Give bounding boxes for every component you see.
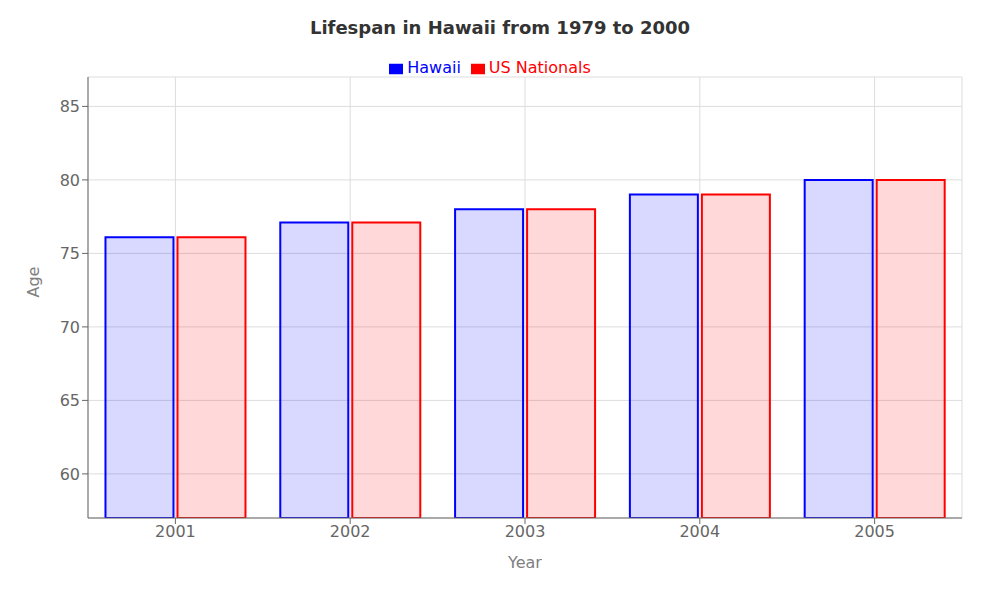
svg-text:2002: 2002 xyxy=(330,522,371,541)
svg-text:2003: 2003 xyxy=(505,522,546,541)
svg-text:Year: Year xyxy=(507,553,542,572)
svg-text:75: 75 xyxy=(60,244,80,263)
svg-text:Age: Age xyxy=(24,267,43,298)
svg-text:2001: 2001 xyxy=(155,522,196,541)
svg-text:85: 85 xyxy=(60,97,80,116)
svg-text:60: 60 xyxy=(60,465,80,484)
html-text:US Nationals: US Nationals xyxy=(488,58,591,77)
svg-text:65: 65 xyxy=(60,391,80,410)
html-text:Hawaii: Hawaii xyxy=(407,58,461,77)
html-text:Lifespan in Hawaii from 1979 t: Lifespan in Hawaii from 1979 to 2000 xyxy=(309,17,691,38)
svg-text:2005: 2005 xyxy=(854,522,895,541)
svg-text:70: 70 xyxy=(60,318,80,337)
svg-text:2004: 2004 xyxy=(679,522,720,541)
svg-text:80: 80 xyxy=(60,171,80,190)
